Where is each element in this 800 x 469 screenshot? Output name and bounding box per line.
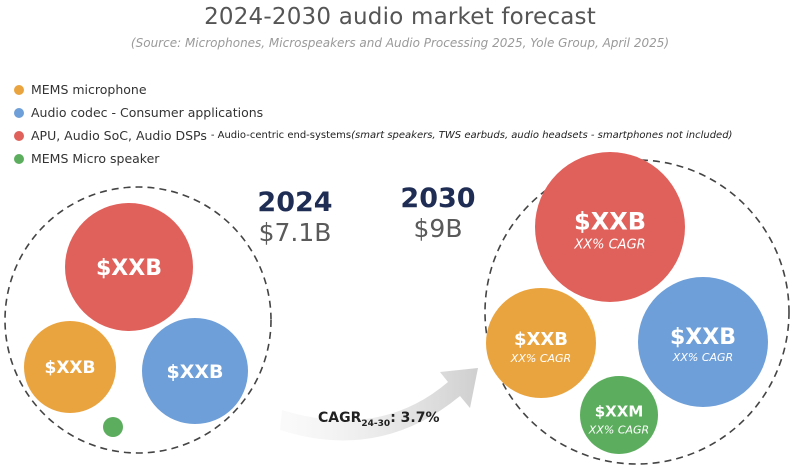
legend-item-mems-microphone: MEMS microphone [14,78,732,101]
bubble-2024-4 [103,417,123,437]
bubble-value-label: $XXB [45,358,96,378]
legend-label: MEMS Micro speaker [31,151,160,166]
growth-arrow [280,368,478,441]
chart-title: 2024-2030 audio market forecast [204,4,596,30]
year-2030-label: 2030 [400,183,476,214]
bubble-value-label: $XXM [115,435,160,451]
legend-extra-text: - Audio-centric end-systems [210,130,352,141]
cagr-subscript: 24-30 [361,418,391,429]
bubble-value-label: $XXB [574,207,646,235]
bubble-2030-2 [638,277,768,407]
bubble-cagr-label: XX% CAGR [510,352,571,365]
year-2030-total: $9B [413,214,463,243]
bubble-2030-1 [535,152,685,302]
cagr-value: : 3.7% [390,410,440,426]
legend-swatch [14,153,24,164]
bubble-value-label: $XXB [96,256,162,281]
bubble-value-label: $XXB [514,329,568,350]
legend-item-mems-micro-speaker: MEMS Micro speaker [14,147,732,170]
year-2024-total: $7.1B [258,218,332,247]
legend: MEMS microphone Audio codec - Consumer a… [14,78,732,170]
legend-label: Audio codec - Consumer applications [31,105,264,120]
legend-label: MEMS microphone [31,82,147,97]
group-2030-boundary [484,159,790,465]
group-2024-boundary [4,186,272,454]
legend-note: (smart speakers, TWS earbuds, audio head… [351,130,733,141]
bubble-cagr-label: XX% CAGR [573,237,645,252]
bubble-2024-3 [24,321,116,413]
chart-subtitle: (Source: Microphones, Microspeakers and … [130,36,670,50]
bubble-2030-3 [486,288,596,398]
legend-item-audio-codec: Audio codec - Consumer applications [14,101,732,124]
legend-swatch [14,107,24,118]
cagr-label: CAGR24-30: 3.7% [318,410,440,429]
year-2024-block: 2024 $7.1B [245,188,345,248]
bubble-value-label: $XXB [670,325,736,350]
legend-swatch [14,84,24,95]
cagr-prefix: CAGR [318,410,362,426]
legend-item-apu-audio-soc: APU, Audio SoC, Audio DSPs - Audio-centr… [14,124,732,147]
bubble-cagr-label: XX% CAGR [672,351,733,364]
bubble-2024-1 [65,203,193,331]
bubble-value-label: $XXB [167,361,224,383]
legend-extra: - Audio-centric end-systems(smart speake… [211,130,733,141]
bubble-2024-2 [142,318,248,424]
year-2030-block: 2030 $9B [388,184,488,244]
legend-swatch [14,130,24,141]
bubble-value-label: $XXM [595,403,644,421]
bubble-cagr-label: XX% CAGR [588,424,649,437]
bubble-2030-4 [580,376,658,454]
year-2024-label: 2024 [257,187,333,218]
legend-label: APU, Audio SoC, Audio DSPs [31,128,207,143]
